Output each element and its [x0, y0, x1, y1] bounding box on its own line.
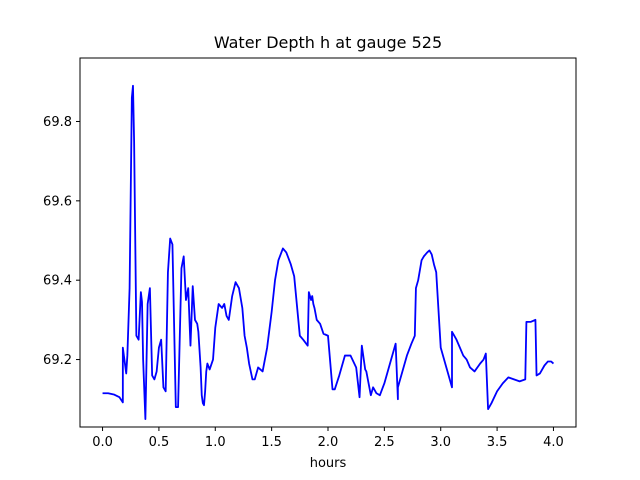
x-tick-label: 1.5 — [261, 435, 282, 450]
x-tick-label: 2.5 — [374, 435, 395, 450]
x-tick-label: 4.0 — [543, 435, 564, 450]
x-tick-label: 0.5 — [149, 435, 170, 450]
y-tick-label: 69.2 — [43, 353, 72, 368]
y-tick-label: 69.4 — [43, 274, 72, 289]
y-tick-label: 69.6 — [43, 194, 72, 209]
x-axis-label: hours — [310, 456, 347, 471]
x-tick-label: 3.0 — [430, 435, 451, 450]
x-tick-label: 3.5 — [487, 435, 508, 450]
y-axis: 69.2 69.4 69.6 69.8 — [43, 115, 80, 368]
x-axis: 0.0 0.5 1.0 1.5 2.0 2.5 3.0 3.5 4.0 — [92, 427, 564, 450]
chart-title: Water Depth h at gauge 525 — [214, 33, 442, 52]
series-line — [102, 84, 555, 420]
y-tick-label: 69.8 — [43, 115, 72, 130]
x-tick-label: 1.0 — [205, 435, 226, 450]
x-tick-label: 0.0 — [92, 435, 113, 450]
x-tick-label: 2.0 — [318, 435, 339, 450]
